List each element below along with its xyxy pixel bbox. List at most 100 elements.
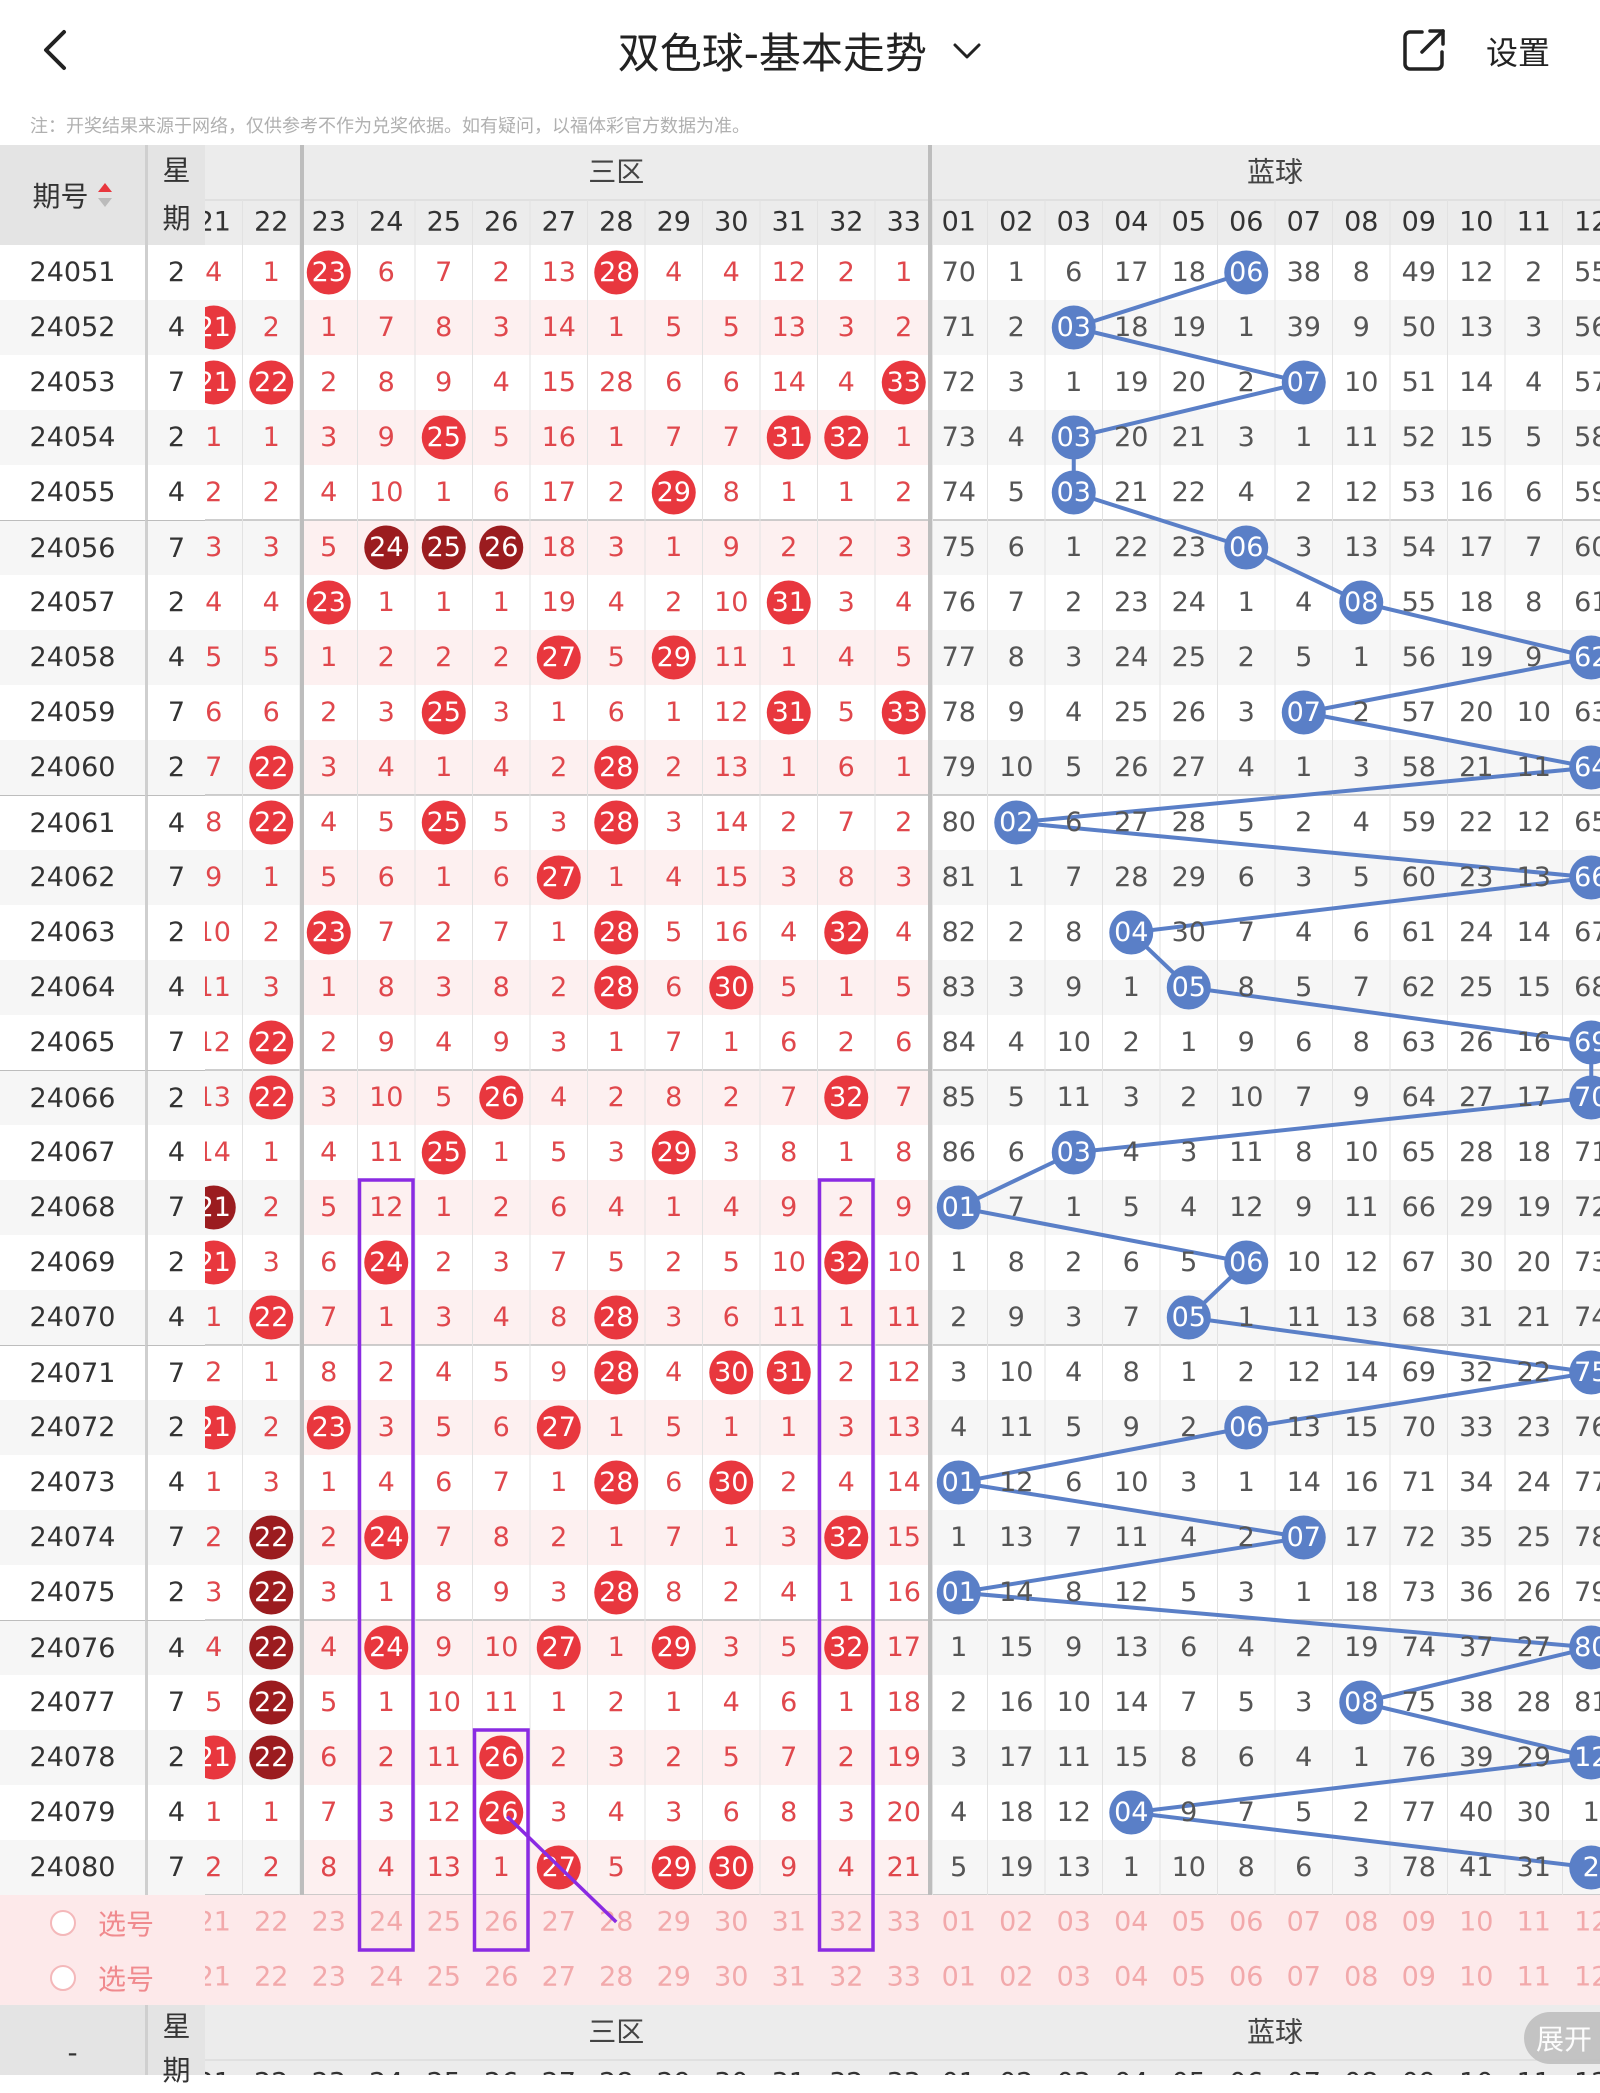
pick-row-toggle[interactable]: 选号: [0, 1895, 205, 1950]
week-day: 4: [145, 960, 205, 1015]
issue-number: 24077: [0, 1675, 145, 1730]
blue-miss-count: 22: [1517, 1357, 1551, 1388]
blue-ball-number: 05: [1172, 1302, 1206, 1333]
red-miss-count: 2: [838, 1742, 855, 1773]
red-ball: [709, 1845, 754, 1890]
red-miss-count: 7: [320, 1302, 337, 1333]
blue-miss-count: 7: [1123, 1302, 1140, 1333]
week-day: 2: [145, 1565, 205, 1620]
red-miss-count: 14: [887, 1467, 921, 1498]
red-miss-count: 8: [320, 1357, 337, 1388]
red-miss-count: 2: [320, 697, 337, 728]
blue-ball: [1109, 910, 1154, 955]
blue-miss-count: 19: [1459, 642, 1493, 673]
blue-miss-count: 13: [1344, 532, 1378, 563]
red-miss-count: 7: [780, 1082, 797, 1113]
blue-miss-count: 73: [1574, 1247, 1600, 1278]
blue-miss-count: 72: [1574, 1192, 1600, 1223]
radio-circle-icon[interactable]: [50, 1909, 76, 1936]
red-ball-number: 29: [657, 1137, 691, 1168]
week-day: 4: [145, 630, 205, 685]
red-miss-count: 9: [780, 1852, 797, 1883]
red-ball: [536, 855, 581, 900]
week-header-char: 星: [162, 154, 191, 187]
issue-number: 24055: [0, 465, 145, 520]
red-miss-count: 9: [723, 532, 740, 563]
blue-miss-count: 5: [950, 1852, 967, 1883]
issue-number: 24073: [0, 1455, 145, 1510]
blue-miss-count: 21: [1459, 752, 1493, 783]
red-miss-count: 2: [665, 1742, 682, 1773]
blue-miss-count: 6: [1295, 1027, 1312, 1058]
blue-miss-count: 17: [1517, 1082, 1551, 1113]
blue-miss-count: 15: [1517, 972, 1551, 1003]
settings-button[interactable]: 设置: [1486, 34, 1551, 72]
red-miss-count: 6: [665, 367, 682, 398]
red-miss-count: 4: [780, 1577, 797, 1608]
blue-miss-count: 2: [1353, 697, 1370, 728]
blue-miss-count: 1: [1353, 642, 1370, 673]
blue-col-header: 01: [942, 207, 976, 238]
blue-miss-count: 11: [1114, 1522, 1148, 1553]
selection-connector: [506, 1815, 618, 1924]
footer-issue-header: -: [0, 2005, 145, 2075]
blue-miss-count: 28: [1517, 1687, 1551, 1718]
blue-miss-count: 73: [942, 422, 976, 453]
red-ball-number: 28: [599, 257, 633, 288]
page-title[interactable]: 双色球-基本走势: [0, 20, 1600, 81]
blue-ball-number: 75: [1574, 1357, 1600, 1388]
blue-miss-count: 2: [1008, 917, 1025, 948]
red-miss-count: 5: [838, 697, 855, 728]
pick-blue-option: 07: [1287, 1907, 1321, 1938]
week-day: 7: [145, 1015, 205, 1070]
issue-number: 24062: [0, 850, 145, 905]
red-miss-count: 2: [263, 917, 280, 948]
blue-miss-count: 7: [1238, 917, 1255, 948]
blue-miss-count: 22: [1459, 807, 1493, 838]
expand-button[interactable]: 展开: [1524, 2012, 1600, 2064]
blue-miss-count: 16: [1344, 1467, 1378, 1498]
red-miss-count: 10: [369, 1082, 403, 1113]
red-miss-count: 13: [887, 1412, 921, 1443]
back-arrow-icon[interactable]: [36, 28, 76, 72]
red-miss-count: 1: [608, 1522, 625, 1553]
blue-miss-count: 21: [1114, 477, 1148, 508]
red-ball: [249, 1570, 294, 1615]
red-miss-count: 1: [378, 1577, 395, 1608]
pick-blue-option: 05: [1172, 1962, 1206, 1993]
pick-blue-option: 02: [999, 1962, 1033, 1993]
red-miss-count: 4: [263, 587, 280, 618]
red-miss-count: 7: [665, 1027, 682, 1058]
issue-number: 24066: [0, 1070, 145, 1125]
issue-number: 24072: [0, 1400, 145, 1455]
red-ball-number: 22: [254, 1687, 288, 1718]
share-icon[interactable]: [1400, 26, 1448, 74]
blue-ball: [1051, 305, 1096, 350]
red-miss-count: 3: [723, 1632, 740, 1663]
red-ball: [364, 1625, 409, 1670]
red-miss-count: 3: [665, 807, 682, 838]
red-miss-count: 3: [665, 1302, 682, 1333]
red-miss-count: 6: [665, 1467, 682, 1498]
issue-sort-header[interactable]: 期号: [0, 145, 145, 245]
red-miss-count: 1: [435, 1192, 452, 1223]
red-miss-count: 2: [723, 1577, 740, 1608]
red-ball-number: 33: [887, 697, 921, 728]
blue-miss-count: 28: [1459, 1137, 1493, 1168]
blue-miss-count: 24: [1114, 642, 1148, 673]
blue-ball-number: 01: [942, 1577, 976, 1608]
blue-miss-count: 4: [1238, 752, 1255, 783]
radio-circle-icon[interactable]: [50, 1964, 76, 1991]
red-miss-count: 2: [493, 257, 510, 288]
red-miss-count: 5: [205, 642, 222, 673]
blue-miss-count: 11: [999, 1412, 1033, 1443]
blue-miss-count: 1: [1238, 1467, 1255, 1498]
blue-miss-count: 9: [1525, 642, 1542, 673]
blue-miss-count: 2: [1123, 1027, 1140, 1058]
blue-miss-count: 5: [1238, 807, 1255, 838]
red-ball: [824, 415, 869, 460]
blue-miss-count: 2: [1180, 1082, 1197, 1113]
pick-row-toggle[interactable]: 选号: [0, 1950, 205, 2005]
footer-red-col-header: 28: [599, 2068, 633, 2076]
red-miss-count: 6: [780, 1687, 797, 1718]
